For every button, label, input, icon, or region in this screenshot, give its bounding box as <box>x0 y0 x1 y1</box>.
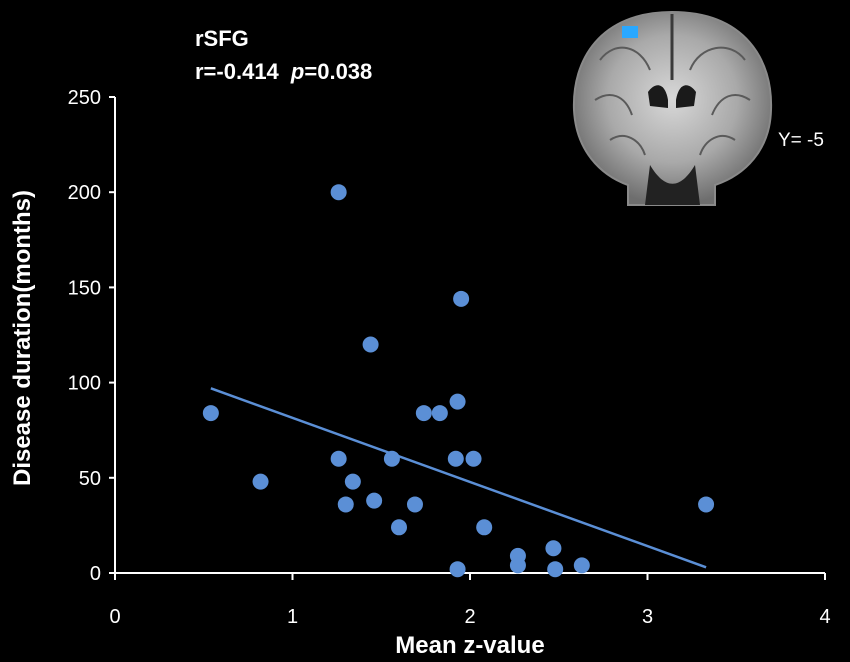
y-tick-label: 150 <box>68 277 101 299</box>
data-point <box>509 557 526 574</box>
data-point <box>447 450 464 467</box>
data-point <box>449 561 466 578</box>
y-tick-label: 100 <box>68 373 101 395</box>
data-point <box>545 540 562 557</box>
data-point <box>698 496 715 513</box>
data-point <box>337 496 354 513</box>
data-point <box>476 519 493 536</box>
y-axis-title: Disease duration(months) <box>9 190 36 486</box>
x-tick-label: 2 <box>464 606 475 628</box>
data-point <box>431 405 448 422</box>
p-symbol: p <box>290 59 304 84</box>
x-tick-label: 1 <box>287 606 298 628</box>
highlight-cluster <box>622 26 638 38</box>
y-tick-label: 250 <box>68 87 101 109</box>
data-point <box>415 405 432 422</box>
x-axis-ticks: 0 1 2 3 4 <box>109 573 831 628</box>
data-point <box>344 473 361 490</box>
r-value: r=-0.414 <box>195 59 280 84</box>
data-point <box>547 561 564 578</box>
y-tick-label: 50 <box>79 468 101 490</box>
data-point <box>330 184 347 201</box>
data-point <box>453 290 470 307</box>
x-tick-label: 4 <box>819 606 830 628</box>
data-point <box>573 557 590 574</box>
x-tick-label: 3 <box>642 606 653 628</box>
y-tick-label: 200 <box>68 182 101 204</box>
y-axis-ticks: 0 50 100 150 200 250 <box>68 87 115 585</box>
chart-title: rSFG <box>195 26 249 51</box>
regression-line <box>210 387 707 569</box>
data-point <box>406 496 423 513</box>
data-point <box>362 336 379 353</box>
data-point <box>202 405 219 422</box>
data-point <box>449 393 466 410</box>
data-point <box>465 450 482 467</box>
p-value: =0.038 <box>304 59 372 84</box>
data-points <box>202 184 715 578</box>
data-point <box>383 450 400 467</box>
data-point <box>366 492 383 509</box>
data-point <box>252 473 269 490</box>
data-point <box>391 519 407 536</box>
slice-label: Y= -5 <box>778 130 824 151</box>
x-tick-label: 0 <box>109 606 120 628</box>
stats-annotation: r=-0.414 p=0.038 <box>195 59 372 84</box>
x-axis-title: Mean z-value <box>395 632 544 659</box>
brain-slice-image <box>570 2 775 210</box>
data-point <box>330 450 347 467</box>
trend-line-group <box>210 387 707 569</box>
y-tick-label: 0 <box>90 563 101 585</box>
